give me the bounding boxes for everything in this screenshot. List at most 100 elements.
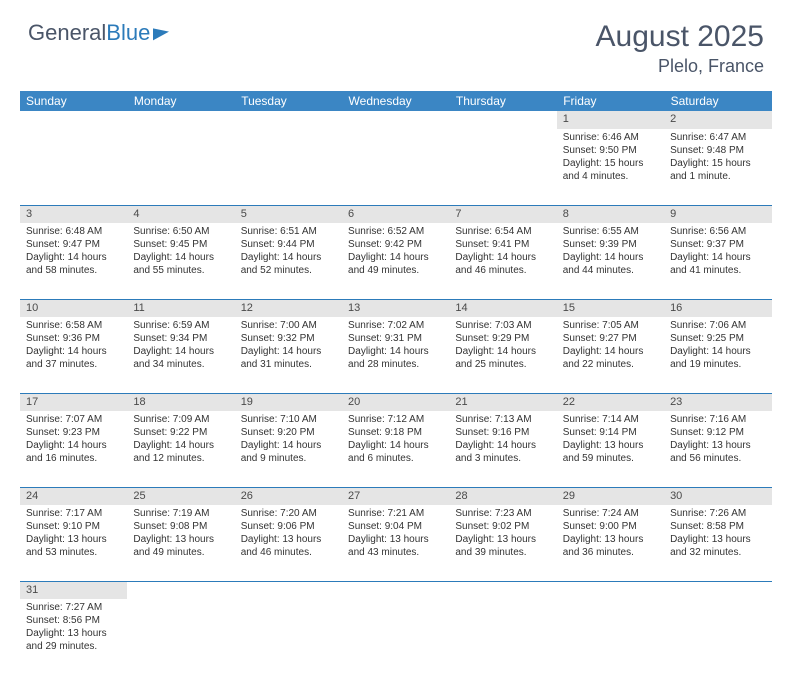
location: Plelo, France [596,56,764,77]
day-cell: Sunrise: 6:55 AMSunset: 9:39 PMDaylight:… [557,223,664,299]
day-cell: Sunrise: 7:03 AMSunset: 9:29 PMDaylight:… [449,317,556,393]
daylight-text: Daylight: 14 hours and 28 minutes. [348,345,443,371]
day-number: 30 [664,487,771,505]
week-row: Sunrise: 7:17 AMSunset: 9:10 PM Daylight:… [20,505,772,581]
day-cell: Sunrise: 6:46 AMSunset: 9:50 PMDaylight:… [557,129,664,205]
week-row: Sunrise: 6:48 AMSunset: 9:47 PMDaylight:… [20,223,772,299]
daylight-text: Daylight: 13 hours and 43 minutes. [348,533,443,559]
daylight-text: Daylight: 13 hours and 59 minutes. [563,439,658,465]
sunrise-text: Sunrise: 6:58 AM [26,319,121,332]
day-number: 14 [449,299,556,317]
day-number: 31 [20,581,127,599]
month-title: August 2025 [596,20,764,54]
day-cell [342,129,449,205]
sunset-text: Sunset: 9:41 PM [455,238,550,251]
day-cell: Sunrise: 7:21 AMSunset: 9:04 PMDaylight:… [342,505,449,581]
day-cell: Sunrise: 7:00 AMSunset: 9:32 PMDaylight:… [235,317,342,393]
daylight-text: Daylight: 13 hours and 36 minutes. [563,533,658,559]
sunset-text: Sunset: 9:06 PM [241,520,336,533]
sunset-text: Sunset: 8:56 PM [26,614,121,627]
daylight-text: Daylight: 15 hours and 4 minutes. [563,157,658,183]
sunrise-text: Sunrise: 7:07 AM [26,413,121,426]
sunrise-text: Sunrise: 7:17 AM [26,507,121,520]
daynum-row: 3456789 [20,205,772,223]
day-number: 28 [449,487,556,505]
title-block: August 2025 Plelo, France [596,20,764,77]
sunset-text: Sunset: 9:22 PM [133,426,228,439]
day-header: Monday [127,91,234,111]
daylight-text: Daylight: 14 hours and 9 minutes. [241,439,336,465]
day-number: 8 [557,205,664,223]
sunrise-text: Sunrise: 7:00 AM [241,319,336,332]
day-number: 12 [235,299,342,317]
daylight-text: Daylight: 14 hours and 37 minutes. [26,345,121,371]
day-cell: Sunrise: 6:47 AMSunset: 9:48 PMDaylight:… [664,129,771,205]
daylight-text: Daylight: 14 hours and 22 minutes. [563,345,658,371]
day-cell [449,599,556,675]
day-number: 23 [664,393,771,411]
logo: GeneralBlue [28,20,169,46]
day-cell: Sunrise: 7:17 AMSunset: 9:10 PMDaylight:… [20,505,127,581]
sunrise-text: Sunrise: 7:24 AM [563,507,658,520]
day-header: Saturday [664,91,771,111]
daynum-row: 10111213141516 [20,299,772,317]
sunset-text: Sunset: 9:39 PM [563,238,658,251]
sunrise-text: Sunrise: 7:26 AM [670,507,765,520]
day-cell: Sunrise: 6:51 AMSunset: 9:44 PMDaylight:… [235,223,342,299]
daylight-text: Daylight: 14 hours and 16 minutes. [26,439,121,465]
daylight-text: Daylight: 14 hours and 58 minutes. [26,251,121,277]
day-number: 2 [664,111,771,129]
daylight-text: Daylight: 14 hours and 12 minutes. [133,439,228,465]
sunrise-text: Sunrise: 6:56 AM [670,225,765,238]
day-number: 1 [557,111,664,129]
sunrise-text: Sunrise: 6:50 AM [133,225,228,238]
day-number: 4 [127,205,234,223]
sunset-text: Sunset: 9:04 PM [348,520,443,533]
sunrise-text: Sunrise: 7:05 AM [563,319,658,332]
day-cell: Sunrise: 6:56 AMSunset: 9:37 PMDaylight:… [664,223,771,299]
sunset-text: Sunset: 9:31 PM [348,332,443,345]
day-number: 7 [449,205,556,223]
day-header: Thursday [449,91,556,111]
day-number: 18 [127,393,234,411]
day-cell: Sunrise: 6:52 AMSunset: 9:42 PMDaylight:… [342,223,449,299]
sunset-text: Sunset: 9:23 PM [26,426,121,439]
day-number: 29 [557,487,664,505]
day-header-row: SundayMondayTuesdayWednesdayThursdayFrid… [20,91,772,111]
daylight-text: Daylight: 13 hours and 39 minutes. [455,533,550,559]
week-row: Sunrise: 7:27 AMSunset: 8:56 PMDaylight:… [20,599,772,675]
logo-text-2: Blue [106,20,150,46]
sunset-text: Sunset: 9:36 PM [26,332,121,345]
day-cell: Sunrise: 7:20 AMSunset: 9:06 PMDaylight:… [235,505,342,581]
day-cell: Sunrise: 6:58 AMSunset: 9:36 PMDaylight:… [20,317,127,393]
day-cell: Sunrise: 7:06 AMSunset: 9:25 PMDaylight:… [664,317,771,393]
sunrise-text: Sunrise: 7:02 AM [348,319,443,332]
sunset-text: Sunset: 9:10 PM [26,520,121,533]
daylight-text: Daylight: 13 hours and 49 minutes. [133,533,228,559]
day-number: 13 [342,299,449,317]
day-number: 24 [20,487,127,505]
day-header: Sunday [20,91,127,111]
day-number: 17 [20,393,127,411]
sunset-text: Sunset: 9:18 PM [348,426,443,439]
sunrise-text: Sunrise: 6:48 AM [26,225,121,238]
sunset-text: Sunset: 9:45 PM [133,238,228,251]
day-number: 22 [557,393,664,411]
day-cell [449,129,556,205]
day-number: 5 [235,205,342,223]
day-cell [235,599,342,675]
daynum-row: 12 [20,111,772,129]
sunset-text: Sunset: 9:14 PM [563,426,658,439]
daylight-text: Daylight: 13 hours and 46 minutes. [241,533,336,559]
daylight-text: Daylight: 13 hours and 29 minutes. [26,627,121,653]
day-number: 19 [235,393,342,411]
day-cell: Sunrise: 6:54 AMSunset: 9:41 PMDaylight:… [449,223,556,299]
day-number [20,111,127,129]
sunset-text: Sunset: 9:47 PM [26,238,121,251]
sunset-text: Sunset: 9:16 PM [455,426,550,439]
day-header: Tuesday [235,91,342,111]
sunset-text: Sunset: 9:32 PM [241,332,336,345]
calendar-body: 12Sunrise: 6:46 AMSunset: 9:50 PMDayligh… [20,111,772,675]
sunset-text: Sunset: 9:12 PM [670,426,765,439]
day-cell: Sunrise: 6:50 AMSunset: 9:45 PMDaylight:… [127,223,234,299]
